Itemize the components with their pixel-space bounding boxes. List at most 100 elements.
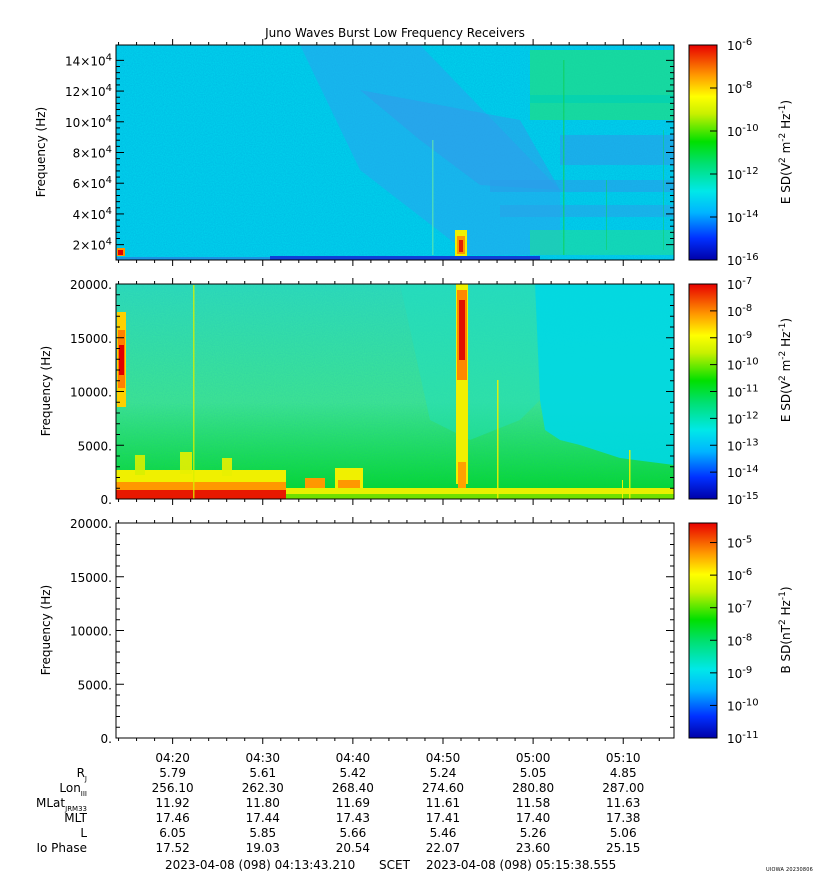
ephemeris-value: 11.69 [336,796,370,810]
colorbar-tick-label: 10-12 [727,410,759,426]
ephemeris-value: 5.05 [520,766,547,780]
colorbar-tick-label: 10-10 [727,123,759,139]
y-tick-label: 0. [101,732,112,746]
y-tick-label: 14×104 [65,52,112,68]
y-tick-label: 2×104 [73,237,112,253]
ephemeris-value: 22.07 [426,841,460,855]
colorbar-tick-label: 10-15 [727,491,759,507]
colorbar-label: E SD(V2 m-2 Hz-1) [778,100,793,204]
ephemeris-value: 11.58 [516,796,550,810]
colorbar-tick-label: 10-10 [727,357,759,373]
ephemeris-value: 19.03 [246,841,280,855]
y-tick-label: 12×104 [65,83,112,99]
ephemeris-value: 17.41 [426,811,460,825]
colorbar-tick-label: 10-8 [727,80,752,96]
ephemeris-row-label: MLatJRM33 [36,796,87,813]
ephemeris-value: 268.40 [332,781,374,795]
ephemeris-value: 274.60 [422,781,464,795]
ephemeris-value: 17.46 [155,811,189,825]
panel-1: Frequency (Hz) 2×104 4×104 6×104 8×104 10×10… [34,37,793,268]
colorbar-tick-label: 10-8 [727,303,752,319]
ephemeris-value: 5.85 [249,826,276,840]
ephemeris-value: 17.52 [155,841,189,855]
ephemeris-row-label: L [80,826,87,840]
panel-1-ylabel: Frequency (Hz) [34,107,48,198]
y-tick-label: 10000. [70,625,112,639]
colorbar-tick-label: 10-7 [727,600,752,616]
ephemeris-value: 4.85 [610,766,637,780]
figure-title: Juno Waves Burst Low Frequency Receivers [264,26,525,40]
ephemeris-row-label: Io Phase [36,841,87,855]
ephemeris-row-label: LonIII [59,781,87,798]
panel-2-spectrogram [116,284,674,499]
footer-scet-label: SCET [379,858,410,872]
y-tick-label: 6×104 [73,175,112,191]
colorbar-tick-label: 10-9 [727,665,752,681]
ephemeris-value: 5.26 [520,826,547,840]
panel-3: Frequency (Hz) 0. 5000. 10000. 15000. 20000.… [39,517,793,746]
ephemeris-value: 11.63 [606,796,640,810]
y-tick-label: 5000. [78,439,112,453]
y-tick-label: 10×104 [65,114,112,130]
colorbar [688,522,718,739]
colorbar-tick-label: 10-8 [727,632,752,648]
colorbar-tick-label: 10-11 [727,730,759,746]
ephemeris-value: 17.43 [336,811,370,825]
time-label: 04:50 [426,751,461,765]
colorbar-tick-label: 10-6 [727,37,752,53]
y-tick-label: 10000. [70,386,112,400]
colorbar-tick-label: 10-14 [727,209,759,225]
ephemeris-value: 17.44 [246,811,280,825]
time-label: 04:40 [336,751,371,765]
footer-stamp: UIOWA 20230806 [766,867,813,873]
panel-3-frame [115,522,675,739]
ephemeris-value: 5.42 [340,766,367,780]
colorbar-tick-label: 10-6 [727,567,752,583]
y-tick-label: 4×104 [73,206,112,222]
y-tick-label: 8×104 [73,145,112,161]
ephemeris-value: 5.79 [159,766,186,780]
y-tick-label: 0. [101,493,112,507]
y-tick-label: 20000. [70,278,112,292]
ephemeris-value: 20.54 [336,841,370,855]
panel-2: Frequency (Hz) 0. 5000. 10000. 15000. 20000.… [39,276,793,507]
panel-3-ylabel: Frequency (Hz) [39,585,53,676]
footer-end-time: 2023-04-08 (098) 05:15:38.555 [426,858,617,872]
panel-1-spectrogram [116,45,674,260]
ephemeris-value: 11.92 [155,796,189,810]
y-tick-label: 15000. [70,571,112,585]
ephemeris-value: 17.40 [516,811,550,825]
ephemeris-value: 11.80 [246,796,280,810]
ephemeris-value: 23.60 [516,841,550,855]
ephemeris-value: 5.24 [430,766,457,780]
time-label: 05:00 [516,751,551,765]
ephemeris-value: 5.66 [340,826,367,840]
ephemeris-value: 25.15 [606,841,640,855]
ephemeris-value: 6.05 [159,826,186,840]
colorbar-tick-label: 10-13 [727,437,759,453]
panel-2-ylabel: Frequency (Hz) [39,346,53,437]
time-label: 05:10 [606,751,641,765]
colorbar-tick-label: 10-12 [727,166,759,182]
ephemeris-value: 17.38 [606,811,640,825]
colorbar-tick-label: 10-7 [727,276,752,292]
y-tick-label: 20000. [70,517,112,531]
ephemeris-value: 11.61 [426,796,460,810]
ephemeris-value: 5.46 [430,826,457,840]
y-tick-label: 15000. [70,332,112,346]
colorbar-label: B SD(nT2 Hz-1) [778,586,793,673]
time-label: 04:20 [155,751,190,765]
footer-start-time: 2023-04-08 (098) 04:13:43.210 [165,858,356,872]
colorbar-tick-label: 10-11 [727,384,759,400]
colorbar [688,44,718,261]
ephemeris-value: 287.00 [602,781,644,795]
ephemeris-value: 262.30 [242,781,284,795]
time-label: 04:30 [245,751,280,765]
colorbar-tick-label: 10-5 [727,535,752,551]
colorbar-tick-label: 10-10 [727,697,759,713]
ephemeris-value: 256.10 [152,781,194,795]
y-tick-label: 5000. [78,678,112,692]
ephemeris-row-label: MLT [64,811,87,825]
ephemeris-value: 5.06 [610,826,637,840]
